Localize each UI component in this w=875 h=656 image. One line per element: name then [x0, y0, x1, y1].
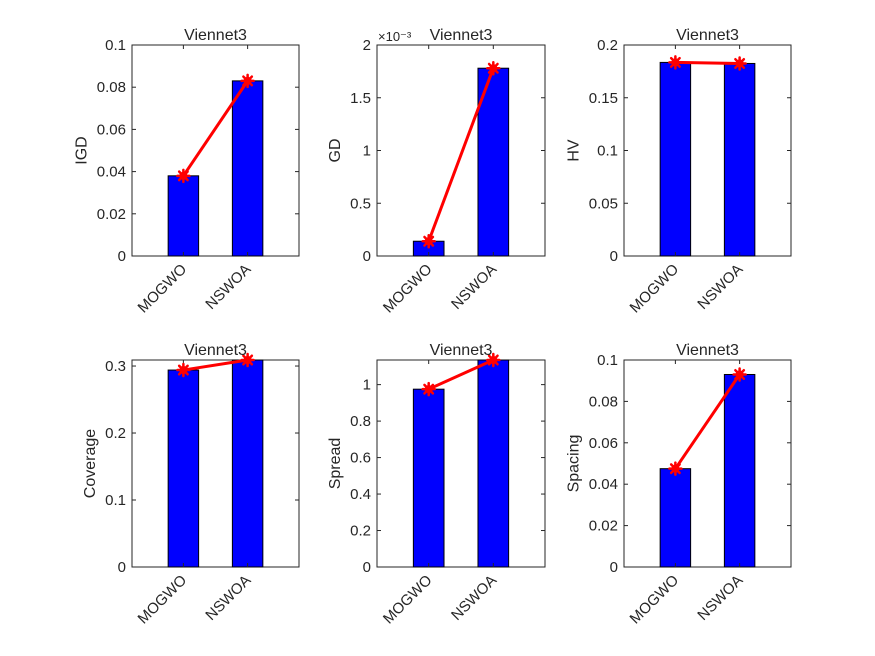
bar-nswoa [231, 359, 264, 568]
y-tick-label: 0.02 [589, 518, 618, 535]
marker-core [671, 464, 680, 473]
marker-core [489, 356, 498, 364]
y-tick-label: 0 [363, 248, 371, 265]
y-tick-label: 0.05 [589, 195, 618, 212]
marker-core [671, 58, 680, 67]
marker-core [735, 370, 744, 379]
y-tick-label: 2 [363, 37, 371, 54]
bar-mogwo [659, 61, 692, 257]
bar-mogwo [659, 468, 692, 568]
asterisk-marker [240, 73, 255, 89]
axes-box [376, 359, 546, 568]
y-tick-label: 0 [118, 248, 126, 265]
y-tick-label: 0.1 [597, 143, 618, 160]
y-tick-label: 0.1 [105, 492, 126, 509]
subplot-title: Viennet3 [430, 342, 493, 359]
axes-box [623, 44, 792, 257]
asterisk-marker [668, 55, 683, 70]
y-tick-label: 0.4 [350, 486, 371, 503]
asterisk-marker [486, 352, 501, 368]
y-tick-label: 0.1 [105, 37, 126, 54]
bar-mogwo [167, 369, 200, 568]
y-tick-label: 0.04 [589, 476, 618, 493]
overlay-line [182, 80, 249, 177]
marker-core [424, 385, 433, 394]
asterisk-marker [240, 352, 255, 368]
y-tick-label: 0.2 [105, 425, 126, 442]
y-tick-label: 0.5 [350, 195, 371, 212]
asterisk-marker [486, 60, 501, 76]
bar-nswoa [723, 62, 756, 257]
axes-box [131, 44, 300, 257]
asterisk-marker [421, 381, 436, 397]
y-tick-label: 0 [363, 559, 371, 576]
y-axis-exponent: ×10⁻³ [378, 29, 412, 44]
bar-nswoa [723, 373, 756, 568]
overlay-line [674, 373, 741, 470]
asterisk-marker [732, 56, 747, 71]
subplot-title: Viennet3 [184, 342, 247, 359]
bar-nswoa [231, 80, 264, 257]
overlay-line [428, 358, 494, 391]
y-axis-label: IGD [73, 136, 90, 164]
marker-core [735, 59, 744, 68]
y-tick-label: 0.02 [97, 206, 126, 223]
y-tick-label: 0.3 [105, 358, 126, 375]
asterisk-marker [421, 233, 436, 249]
bar-mogwo [412, 388, 445, 568]
y-tick-label: 0.06 [97, 121, 126, 138]
y-tick-label: 0 [610, 559, 618, 576]
marker-core [424, 237, 433, 246]
y-tick-label: 0.6 [350, 450, 371, 467]
y-axis-label: GD [327, 139, 344, 163]
y-tick-label: 0 [610, 248, 618, 265]
y-tick-label: 0 [118, 559, 126, 576]
overlay-line [427, 67, 495, 242]
subplot-title: Viennet3 [430, 27, 493, 44]
y-axis-label: Spread [327, 438, 344, 490]
axes-box [623, 359, 792, 568]
y-tick-label: 1 [363, 377, 371, 394]
y-axis-label: Spacing [565, 435, 582, 493]
bar-nswoa [477, 359, 510, 568]
y-tick-label: 1 [363, 143, 371, 160]
y-tick-label: 0.8 [350, 413, 371, 430]
overlay-line [183, 358, 248, 372]
subplot-title: Viennet3 [676, 342, 739, 359]
y-tick-label: 0.08 [589, 393, 618, 410]
y-tick-label: 0.2 [350, 523, 371, 540]
y-tick-label: 0.08 [97, 79, 126, 96]
marker-core [243, 356, 252, 364]
overlay-line [675, 60, 740, 65]
marker-core [179, 171, 188, 180]
y-tick-label: 0.2 [597, 37, 618, 54]
y-axis-label: HV [565, 139, 582, 162]
y-axis-label: Coverage [82, 429, 99, 498]
marker-core [243, 76, 252, 85]
y-tick-label: 0.1 [597, 352, 618, 369]
y-tick-label: 0.04 [97, 164, 126, 181]
asterisk-marker [176, 362, 191, 378]
y-tick-label: 0.06 [589, 435, 618, 452]
axes-box [131, 359, 300, 568]
bar-mogwo [167, 175, 200, 257]
subplot-title: Viennet3 [676, 27, 739, 44]
asterisk-marker [668, 461, 683, 476]
subplot-title: Viennet3 [184, 27, 247, 44]
asterisk-marker [732, 367, 747, 382]
marker-core [179, 366, 188, 375]
y-tick-label: 0.15 [589, 90, 618, 107]
marker-core [489, 64, 498, 73]
asterisk-marker [176, 168, 191, 184]
y-tick-label: 1.5 [350, 90, 371, 107]
